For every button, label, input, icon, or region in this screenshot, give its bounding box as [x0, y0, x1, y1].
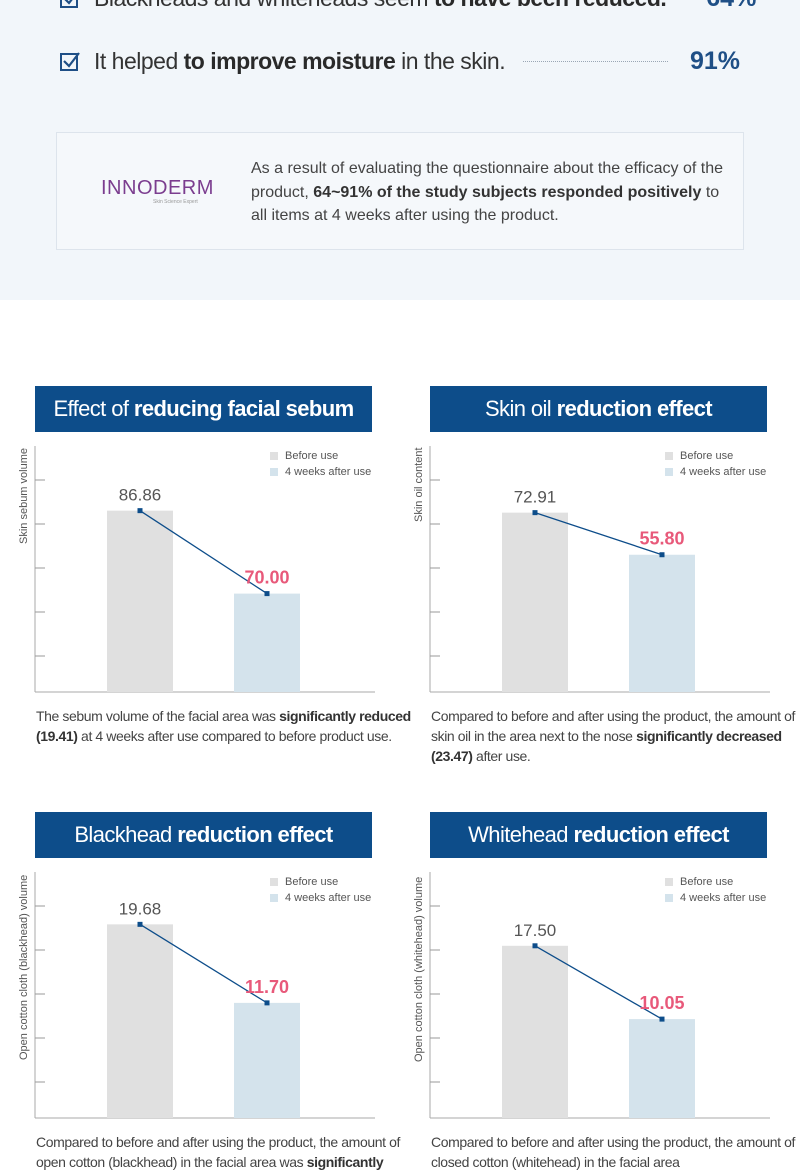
innoderm-logo: INNODERM Skin Science Expert [101, 177, 214, 207]
bar-chart: 17.50 10.05 [429, 872, 770, 1119]
trend-point [659, 552, 665, 558]
logo-wordmark: INNODERM [101, 177, 214, 199]
chart-caption: The sebum volume of the facial area was … [36, 706, 411, 746]
chart-legend: Before use 4 weeks after use [665, 448, 766, 480]
legend-item-before: Before use [665, 448, 766, 464]
legend-label: 4 weeks after use [285, 892, 372, 904]
legend-swatch [665, 468, 673, 476]
chart-title: Effect of reducing facial sebum [35, 386, 372, 432]
summary-box: INNODERM Skin Science Expert As a result… [56, 132, 744, 250]
bar-after [629, 554, 695, 692]
bar-chart: 86.86 70.00 [34, 446, 375, 693]
legend-label: 4 weeks after use [680, 466, 767, 478]
caption-run: at 4 weeks after use compared to before … [77, 728, 392, 744]
legend-swatch [270, 468, 278, 476]
bar-chart: 72.91 55.80 [429, 446, 770, 693]
legend-label: Before use [285, 876, 339, 888]
legend-item-before: Before use [270, 874, 371, 890]
trend-line [139, 923, 268, 1004]
data-label-before: 17.50 [514, 921, 557, 940]
chart-caption: Compared to before and after using the p… [431, 1132, 800, 1172]
trend-point [659, 1016, 665, 1022]
summary-text: As a result of evaluating the questionna… [251, 160, 724, 224]
data-label-before: 86.86 [119, 486, 162, 505]
legend-item-after: 4 weeks after use [665, 464, 766, 480]
logo-tagline: Skin Science Expert [153, 199, 198, 205]
checkbox-icon [60, 52, 80, 71]
data-label-after: 55.80 [639, 529, 684, 549]
question-percent: 91% [689, 46, 740, 75]
caption-run: significantly [306, 1154, 384, 1170]
trend-point [264, 1000, 270, 1006]
legend-swatch [665, 894, 673, 902]
chart-caption: Compared to before and after using the p… [431, 706, 800, 766]
bar-after [234, 1002, 300, 1118]
trend-line [139, 510, 268, 595]
chart-title: Whitehead reduction effect [430, 812, 767, 858]
chart-panel-skin-oil: Skin oil reduction effect Skin oil conte… [395, 386, 795, 786]
chart-caption: Compared to before and after using the p… [36, 1132, 411, 1172]
caption-run: Compared to before and after using the p… [36, 1134, 400, 1170]
question-row: Blackheads and whiteheads seem to have b… [60, 0, 756, 18]
legend-label: Before use [285, 450, 339, 462]
legend-item-before: Before use [665, 874, 766, 890]
legend-item-before: Before use [270, 448, 371, 464]
question-row: It helped to improve moisture in the ski… [60, 41, 740, 81]
trend-point [137, 921, 143, 927]
legend-swatch [665, 878, 673, 886]
chart-panel-whitehead: Whitehead reduction effect Open cotton c… [395, 812, 795, 1174]
trend-point [137, 508, 143, 514]
caption-run: significantly decreased (23.47) [431, 728, 782, 764]
checkbox-icon [60, 0, 78, 8]
chart-title: Skin oil reduction effect [430, 386, 767, 432]
dotted-leader [523, 60, 668, 62]
legend-swatch [270, 894, 278, 902]
caption-run: after use. [472, 748, 531, 764]
legend-label: 4 weeks after use [285, 466, 372, 478]
caption-run: Compared to before and after using the p… [431, 708, 795, 744]
chart-legend: Before use 4 weeks after use [665, 874, 766, 906]
bar-before [502, 945, 568, 1118]
question-percent: 64% [702, 0, 756, 13]
caption-run: significantly reduced (19.41) [36, 708, 411, 744]
data-label-after: 10.05 [639, 993, 684, 1013]
trend-point [264, 591, 270, 597]
bar-after [234, 593, 300, 692]
data-label-after: 11.70 [245, 977, 289, 997]
legend-swatch [665, 452, 673, 460]
legend-swatch [270, 878, 278, 886]
data-label-before: 72.91 [514, 488, 557, 507]
legend-item-after: 4 weeks after use [270, 890, 371, 906]
chart-panel-sebum: Effect of reducing facial sebum Skin seb… [0, 386, 411, 786]
chart-title: Blackhead reduction effect [35, 812, 372, 858]
trend-line [534, 512, 663, 556]
trend-line [534, 945, 663, 1020]
survey-section: Blackheads and whiteheads seem to have b… [0, 0, 800, 300]
legend-label: Before use [680, 450, 734, 462]
question-text: Blackheads and whiteheads seem to have b… [94, 0, 667, 12]
legend-swatch [270, 452, 278, 460]
bar-chart: 19.68 11.70 [34, 872, 375, 1119]
bar-before [502, 512, 568, 692]
legend-item-after: 4 weeks after use [270, 464, 371, 480]
chart-legend: Before use 4 weeks after use [270, 874, 371, 906]
data-label-before: 19.68 [119, 899, 162, 918]
bar-before [107, 924, 173, 1118]
caption-run: The sebum volume of the facial area was [36, 708, 280, 724]
bar-after [629, 1019, 695, 1118]
legend-label: 4 weeks after use [680, 892, 767, 904]
chart-panel-blackhead: Blackhead reduction effect Open cotton c… [0, 812, 400, 1174]
legend-item-after: 4 weeks after use [665, 890, 766, 906]
trend-point [532, 943, 538, 949]
question-text: It helped to improve moisture in the ski… [94, 47, 506, 74]
trend-point [532, 510, 538, 516]
chart-legend: Before use 4 weeks after use [270, 448, 371, 480]
bar-before [107, 510, 173, 692]
data-label-after: 70.00 [244, 568, 289, 588]
caption-run: Compared to before and after using the p… [431, 1134, 795, 1170]
legend-label: Before use [680, 876, 734, 888]
